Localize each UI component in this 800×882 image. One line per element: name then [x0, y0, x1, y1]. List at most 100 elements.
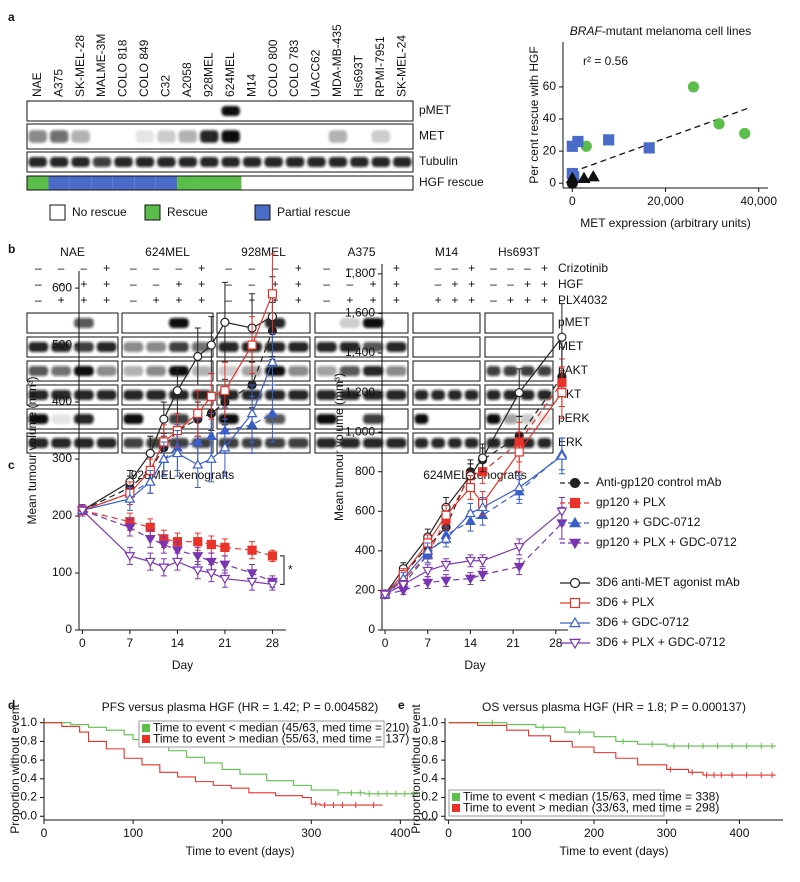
treatment-label: PLX4032: [558, 293, 608, 307]
treatment-sign: +: [80, 293, 87, 307]
band: [521, 318, 535, 328]
marker: [220, 542, 230, 552]
band: [339, 390, 360, 400]
marker: [192, 566, 204, 576]
treatment-sign: –: [347, 261, 354, 275]
legend-swatch: [142, 724, 150, 732]
x-tick-label: 400: [729, 826, 749, 840]
lane-label: COLO 849: [137, 39, 151, 97]
treatment-sign: –: [225, 277, 232, 291]
band: [265, 390, 286, 400]
legend-label: 3D6 + GDC-0712: [596, 615, 689, 629]
marker: [206, 391, 216, 401]
treatment-sign: +: [524, 277, 531, 291]
y-tick-label: 0.8: [20, 734, 37, 748]
row-label: MET: [558, 339, 584, 353]
marker: [569, 638, 581, 650]
treatment-sign: +: [103, 277, 110, 291]
band: [114, 106, 132, 116]
band: [316, 342, 337, 352]
x-axis-label: Time to event (days): [560, 844, 669, 858]
series-line: [82, 412, 273, 511]
band: [487, 342, 501, 352]
marker: [477, 570, 489, 581]
marker: [569, 616, 581, 628]
band: [93, 106, 111, 116]
legend-label: Time to event < median (15/63, med time …: [463, 790, 719, 804]
band: [431, 438, 445, 448]
marker: [192, 459, 204, 469]
legend-label: Partial rescue: [277, 205, 351, 219]
marker: [557, 387, 567, 398]
band: [146, 318, 166, 328]
band: [74, 342, 94, 352]
treatment-sign: –: [323, 261, 330, 275]
y-tick-label: 0.2: [20, 790, 37, 804]
band: [192, 318, 212, 328]
chart-title: OS versus plasma HGF (HR = 1.8; P = 0.00…: [482, 700, 746, 714]
band: [415, 342, 429, 352]
legend-label: Rescue: [167, 205, 208, 219]
band: [157, 157, 176, 167]
band: [93, 130, 111, 143]
treatment-sign: +: [295, 261, 302, 275]
treatment-sign: +: [541, 293, 548, 307]
band: [316, 438, 337, 448]
marker: [145, 448, 155, 458]
legend-swatch: [142, 735, 150, 743]
rescue-cell: [134, 176, 156, 190]
band: [448, 438, 462, 448]
band: [265, 438, 286, 448]
y-tick-label: 0.6: [421, 752, 438, 766]
km-curve: [44, 722, 419, 795]
x-tick-label: 300: [301, 826, 321, 840]
marker: [206, 340, 216, 350]
treatment-sign: –: [490, 277, 497, 291]
y-tick-label: 1,400: [345, 345, 375, 359]
treatment-sign: –: [35, 293, 42, 307]
x-tick-label: 7: [424, 636, 431, 650]
blot-box: [314, 312, 409, 334]
x-tick-label: 21: [506, 636, 520, 650]
marker: [158, 563, 170, 573]
treatment-sign: +: [346, 293, 353, 307]
series-line: [82, 293, 273, 511]
rescue-cell: [177, 176, 199, 190]
band: [372, 106, 390, 116]
marker: [513, 543, 525, 553]
band: [96, 342, 117, 352]
lane-label: C32: [159, 75, 173, 97]
km-curve: [448, 722, 776, 776]
blot-box: [412, 360, 481, 382]
band: [328, 157, 348, 167]
band: [146, 390, 166, 400]
legend-label: gp120 + PLX + GDC-0712: [596, 535, 737, 549]
panel-label: d: [8, 698, 15, 712]
legend-label: Time to event > median (33/63, med time …: [463, 801, 719, 815]
x-axis-label: Time to event (days): [186, 844, 295, 858]
y-tick-label: 0: [65, 622, 72, 636]
band: [371, 157, 391, 167]
row-label: pERK: [558, 411, 589, 425]
marker: [566, 177, 578, 189]
marker: [440, 533, 452, 543]
band: [51, 366, 71, 376]
x-axis-label: MET expression (arbitrary units): [580, 216, 751, 230]
blot-box: [121, 360, 214, 382]
band: [393, 130, 411, 143]
treatment-sign: +: [541, 261, 548, 275]
marker: [124, 493, 136, 503]
marker: [513, 562, 525, 573]
band: [218, 366, 239, 376]
marker: [586, 170, 600, 182]
band: [503, 438, 518, 448]
band: [386, 414, 406, 424]
band: [200, 130, 219, 143]
y-tick-label: 600: [52, 280, 72, 294]
y-tick-label: 400: [52, 394, 72, 408]
annotation: *: [288, 562, 293, 576]
y-tick-label: 0.6: [20, 752, 37, 766]
treatment-sign: +: [393, 277, 400, 291]
marker: [246, 577, 258, 588]
